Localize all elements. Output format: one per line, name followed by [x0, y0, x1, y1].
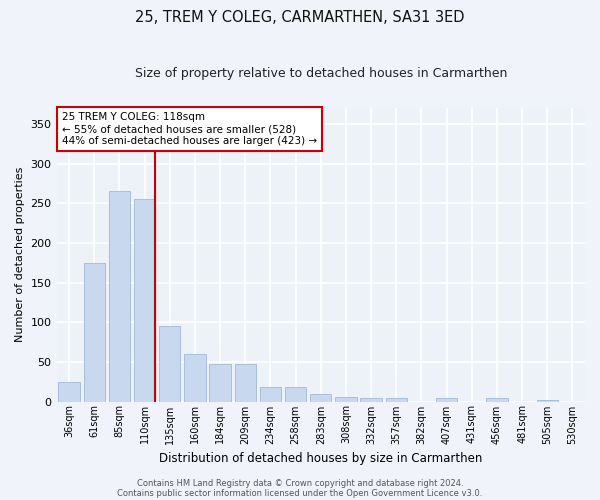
Y-axis label: Number of detached properties: Number of detached properties [15, 167, 25, 342]
Bar [159, 326, 181, 402]
Title: Size of property relative to detached houses in Carmarthen: Size of property relative to detached ho… [134, 68, 507, 80]
Text: 25 TREM Y COLEG: 118sqm
← 55% of detached houses are smaller (528)
44% of semi-d: 25 TREM Y COLEG: 118sqm ← 55% of detache… [62, 112, 317, 146]
Bar [83, 262, 105, 402]
Bar [109, 192, 130, 402]
Bar [260, 387, 281, 402]
Bar [58, 382, 80, 402]
Text: Contains HM Land Registry data © Crown copyright and database right 2024.: Contains HM Land Registry data © Crown c… [137, 478, 463, 488]
X-axis label: Distribution of detached houses by size in Carmarthen: Distribution of detached houses by size … [159, 452, 482, 465]
Bar [386, 398, 407, 402]
Bar [310, 394, 331, 402]
Text: 25, TREM Y COLEG, CARMARTHEN, SA31 3ED: 25, TREM Y COLEG, CARMARTHEN, SA31 3ED [135, 10, 465, 25]
Bar [134, 200, 155, 402]
Bar [184, 354, 206, 402]
Bar [486, 398, 508, 402]
Bar [285, 387, 307, 402]
Bar [536, 400, 558, 402]
Text: Contains public sector information licensed under the Open Government Licence v3: Contains public sector information licen… [118, 488, 482, 498]
Bar [209, 364, 231, 402]
Bar [235, 364, 256, 402]
Bar [361, 398, 382, 402]
Bar [335, 397, 356, 402]
Bar [436, 398, 457, 402]
